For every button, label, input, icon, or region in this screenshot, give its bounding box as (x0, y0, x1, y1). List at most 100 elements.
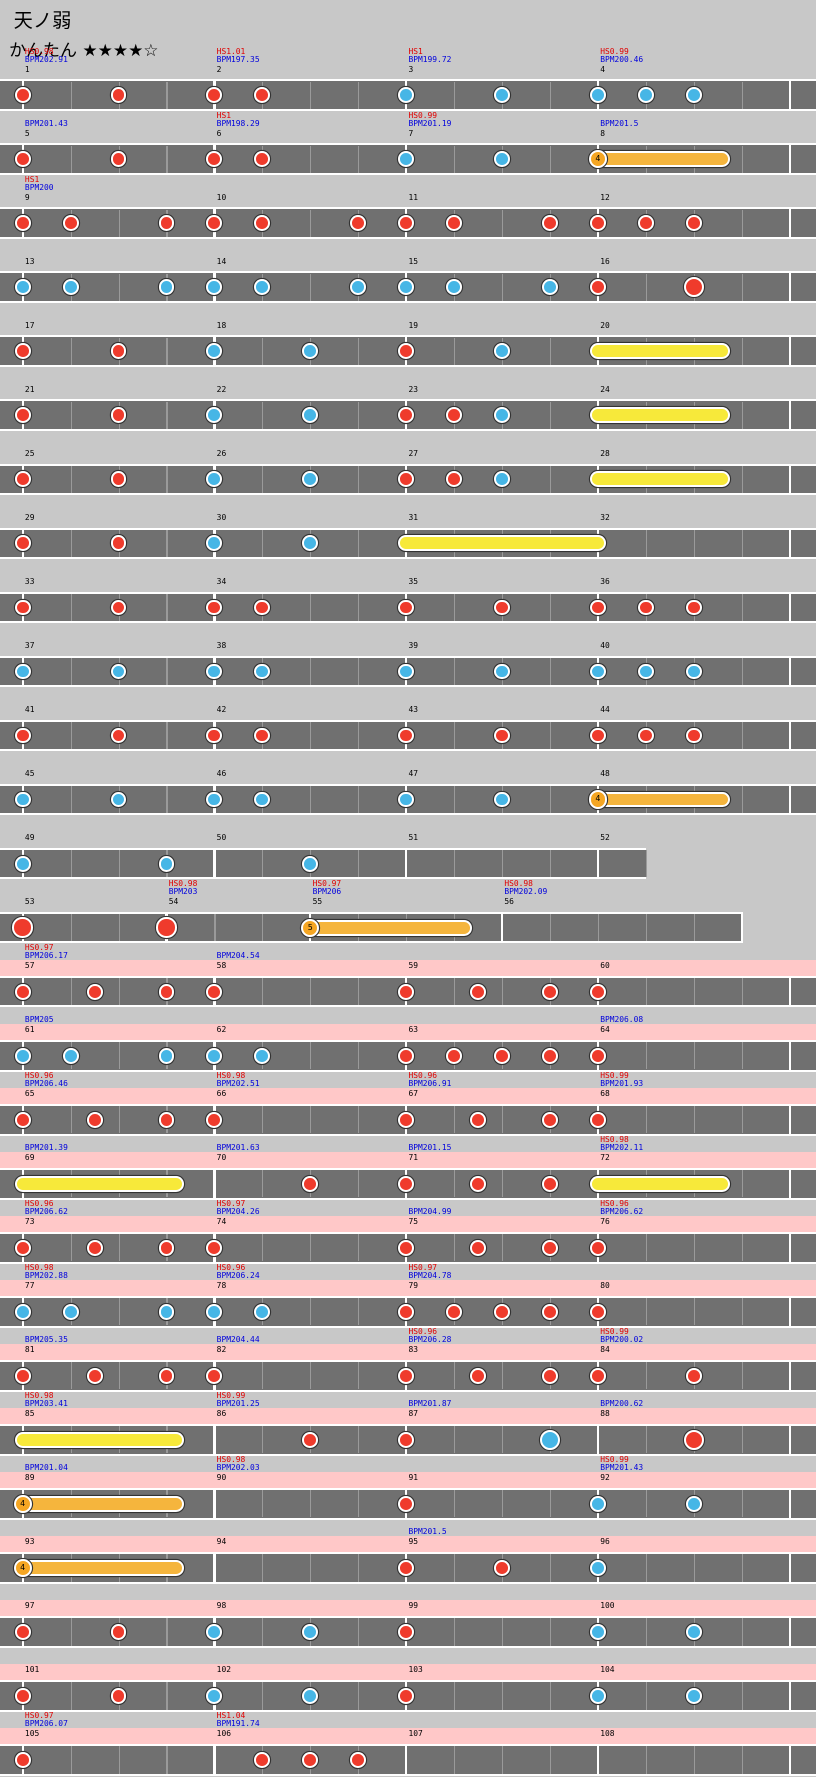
beat-line (741, 1234, 743, 1262)
measure-number: 36 (600, 576, 610, 586)
beat-line (118, 1234, 120, 1262)
measure-number: 2 (216, 64, 222, 74)
don-note (589, 727, 606, 744)
measure-number: 17 (24, 320, 35, 330)
ka-note (685, 1495, 702, 1512)
scroll-speed-label: HS0.97 (24, 1711, 54, 1721)
barline (213, 847, 216, 880)
bpm-label: BPM199.72 (408, 54, 452, 64)
scroll-speed-label: HS1 (24, 174, 40, 184)
don-note (398, 1431, 415, 1448)
measure-number: 103 (408, 1665, 423, 1675)
measure-number: 71 (408, 1153, 418, 1163)
beat-line (693, 1746, 695, 1774)
scroll-speed-highlight (0, 1344, 816, 1360)
beat-line (454, 978, 456, 1006)
beat-line (262, 1106, 264, 1134)
don-note (14, 1752, 31, 1768)
measure-number: 81 (24, 1345, 35, 1355)
beat-line (70, 1618, 72, 1646)
measure-number: 26 (216, 448, 227, 458)
measure-number: 55 (312, 897, 323, 906)
beat-line (310, 978, 312, 1006)
don-note (589, 1047, 606, 1064)
don-note (254, 87, 271, 104)
beat-line (645, 978, 647, 1006)
don-note (254, 599, 271, 616)
beat-line (454, 1490, 456, 1518)
ka-note (494, 151, 510, 168)
don-note (542, 1175, 558, 1192)
don-note (206, 599, 223, 616)
ka-note (110, 791, 127, 808)
barline (788, 1295, 791, 1328)
measure-number: 23 (408, 384, 418, 394)
scroll-speed-highlight (0, 1472, 816, 1489)
beat-line (741, 593, 743, 622)
don-note (86, 1367, 103, 1384)
beat-line (454, 1234, 456, 1262)
beat-line (741, 1746, 743, 1774)
measure-number: 90 (216, 1473, 227, 1483)
don-note (254, 727, 271, 744)
barline (788, 1488, 791, 1520)
beat-line (310, 81, 312, 109)
beat-line (118, 1362, 120, 1390)
bpm-label: BPM206.62 (24, 1207, 68, 1217)
beat-line (262, 978, 264, 1006)
don-note (14, 151, 31, 168)
beat-line (645, 529, 647, 557)
bpm-label: BPM202.51 (216, 1079, 260, 1089)
measure-number: 63 (408, 1025, 418, 1035)
beat-line (262, 1618, 264, 1646)
don-note (110, 1688, 127, 1704)
don-note (589, 1303, 606, 1320)
beat-line (741, 978, 743, 1006)
don-note (685, 215, 702, 232)
measure-number: 3 (408, 64, 414, 74)
drumroll-bar (14, 1431, 184, 1448)
measure-number: 49 (24, 832, 35, 842)
don-note (589, 983, 606, 1000)
beat-line (358, 978, 360, 1006)
don-note (398, 471, 415, 488)
beat-line (549, 337, 552, 365)
measure-number: 8 (600, 128, 605, 138)
measure-number: 9 (24, 192, 30, 202)
beat-line (645, 1042, 647, 1070)
measure-number: 7 (408, 128, 414, 138)
don-note (110, 151, 127, 168)
beat-line (549, 81, 552, 109)
don-note (589, 1239, 606, 1256)
bpm-label: BPM200.62 (600, 1399, 644, 1409)
beat-line (166, 785, 168, 814)
barline (788, 1423, 791, 1456)
beat-line (693, 1554, 695, 1582)
barline (213, 1423, 216, 1456)
ka-note (254, 1047, 271, 1064)
measure-number: 87 (408, 1409, 418, 1419)
measure-number: 40 (600, 640, 610, 650)
measure-number: 79 (408, 1281, 418, 1291)
beat-line (549, 401, 552, 429)
don-note (110, 407, 127, 424)
ka-note (110, 663, 127, 680)
beat-line (454, 657, 456, 686)
measure-number: 89 (24, 1473, 35, 1483)
scroll-speed-label: HS1.01 (216, 46, 246, 56)
barline (788, 783, 791, 816)
beat-line (645, 914, 647, 942)
scroll-speed-label: HS1 (216, 110, 231, 120)
balloon-roll-bar (14, 1559, 184, 1576)
ka-note (14, 1047, 31, 1064)
don-note (14, 1111, 31, 1128)
beat-line (454, 785, 456, 814)
beat-line (741, 1106, 743, 1134)
barline (788, 1039, 791, 1072)
scroll-speed-highlight (0, 959, 816, 976)
don-note (398, 727, 415, 744)
beat-line (310, 1298, 312, 1326)
beat-line (166, 1746, 168, 1774)
ka-note (254, 279, 271, 296)
ka-note (206, 471, 223, 488)
